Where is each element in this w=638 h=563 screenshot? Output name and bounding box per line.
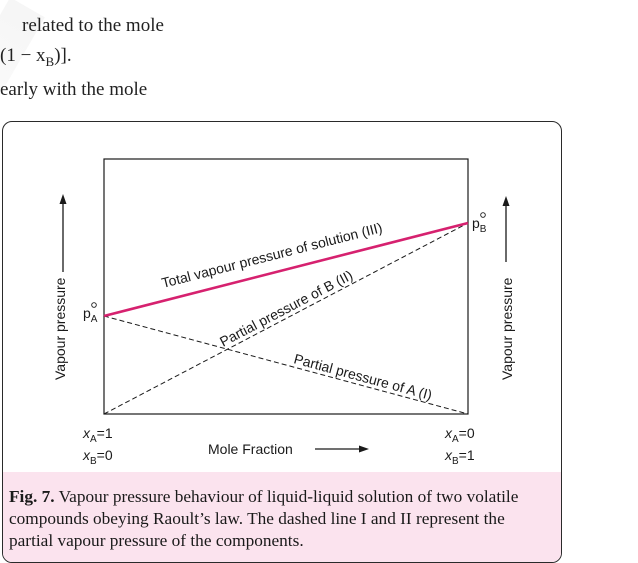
body-text-line-1: related to the mole: [22, 15, 164, 36]
pA0-label: pA: [83, 302, 98, 325]
total-vapour-pressure-line: [103, 221, 469, 318]
y-axis-label-left: Vapour pressure: [52, 277, 68, 380]
left-axis-arrow-icon: [59, 194, 67, 272]
partial-pressure-B-line: [103, 222, 469, 415]
figure-box: Vapour pressure Vapour pressure Total va…: [2, 121, 562, 563]
raoult-diagram: Vapour pressure Vapour pressure Total va…: [52, 158, 515, 467]
partial-B-label: Partial pressure of B (II): [217, 267, 355, 350]
partial-pressure-A-line: [103, 315, 469, 415]
right-xA-label: xA=0: [444, 425, 475, 445]
y-axis-label-right: Vapour pressure: [499, 277, 515, 380]
left-xA-label: xA=1: [82, 425, 113, 445]
right-axis-arrow-icon: [502, 196, 510, 262]
x-axis-arrow-icon: [315, 445, 369, 453]
partial-A-label: Partial pressure of A (I): [292, 350, 434, 403]
svg-text:pA: pA: [83, 305, 98, 325]
svg-text:pB: pB: [472, 215, 487, 235]
plot-frame: [103, 158, 469, 415]
left-xB-label: xB=0: [82, 447, 113, 467]
caption-figure-number: Fig. 7.: [9, 487, 55, 506]
body-text-line-3: early with the mole: [0, 79, 148, 100]
caption-text: Vapour pressure behaviour of liquid-liqu…: [9, 487, 519, 550]
x-axis-label: Mole Fraction: [208, 441, 293, 457]
pB0-label: pB: [472, 212, 487, 235]
body-text-line-2: (1 − xB)].: [0, 45, 72, 69]
right-xB-label: xB=1: [444, 447, 475, 467]
figure-caption: Fig. 7. Vapour pressure behaviour of liq…: [3, 472, 561, 562]
